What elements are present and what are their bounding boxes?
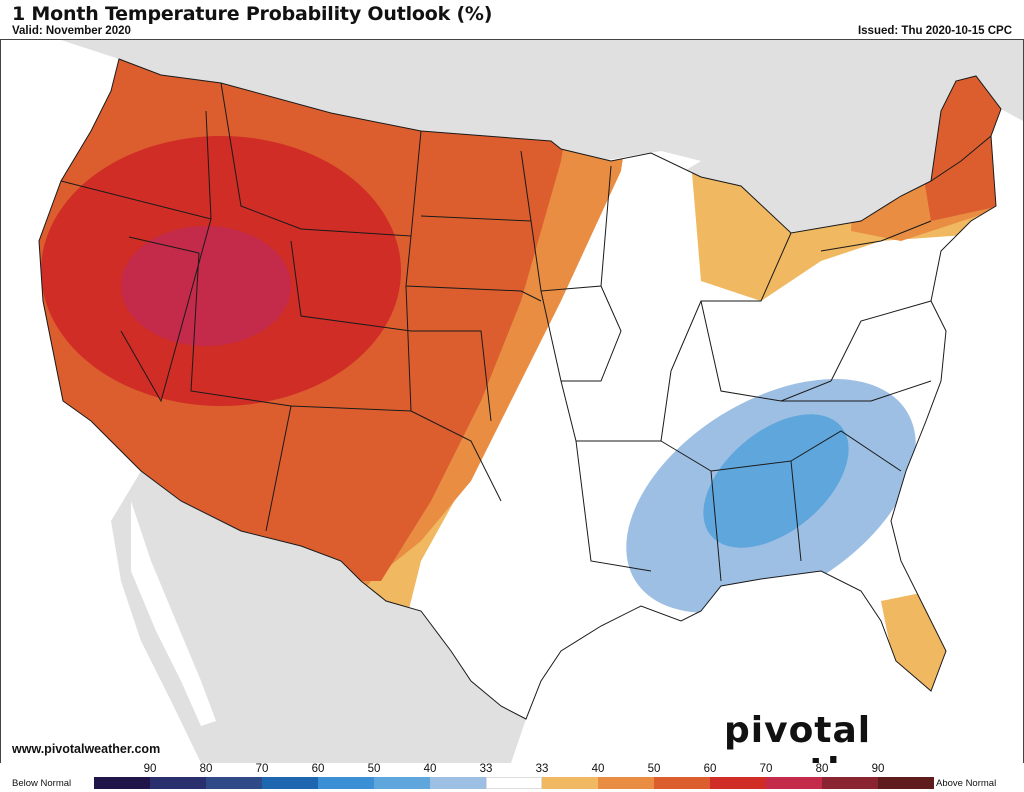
- legend-tick-label: 40: [423, 763, 437, 775]
- issued-date: Issued: Thu 2020-10-15 CPC: [857, 25, 1012, 37]
- legend-swatch: [486, 777, 542, 789]
- legend-swatch: [150, 777, 206, 789]
- legend-tick-label: 50: [647, 763, 661, 775]
- legend-colorbar: [94, 777, 934, 789]
- legend-tick-label: 90: [871, 763, 885, 775]
- outlook-map: [0, 39, 1024, 764]
- legend-swatch: [542, 777, 598, 789]
- legend-swatch: [878, 777, 934, 789]
- gulf-of-california: [131, 501, 216, 726]
- legend-tick-label: 70: [759, 763, 773, 775]
- legend-swatch: [598, 777, 654, 789]
- website-url: www.pivotalweather.com: [12, 742, 161, 756]
- mexico-land: [111, 471, 526, 763]
- legend-tick-label: 80: [199, 763, 213, 775]
- map-title: 1 Month Temperature Probability Outlook …: [12, 3, 493, 25]
- legend-tick-label: 80: [815, 763, 829, 775]
- map-svg: [1, 40, 1023, 763]
- legend: Below Normal 90 80 70 60 50 40 33 33 40 50 60 70 80 9…: [0, 763, 1024, 791]
- legend-tick-label: 60: [703, 763, 717, 775]
- legend-swatch: [822, 777, 878, 789]
- legend-swatch: [94, 777, 150, 789]
- legend-tick-label: 50: [367, 763, 381, 775]
- legend-swatch: [318, 777, 374, 789]
- legend-swatch: [206, 777, 262, 789]
- legend-swatch: [710, 777, 766, 789]
- legend-swatch: [262, 777, 318, 789]
- legend-tick-label: 90: [143, 763, 157, 775]
- legend-swatch: [766, 777, 822, 789]
- legend-tick-label: 33: [535, 763, 549, 775]
- valid-period: Valid: November 2020: [12, 25, 131, 37]
- legend-tick-label: 60: [311, 763, 325, 775]
- legend-tick-label: 33: [479, 763, 493, 775]
- canada-land: [1, 40, 1023, 233]
- legend-swatch: [374, 777, 430, 789]
- legend-swatch: [654, 777, 710, 789]
- legend-swatch: [430, 777, 486, 789]
- legend-tick-label: 70: [255, 763, 269, 775]
- state-borders: [38, 58, 1002, 720]
- legend-above-label: Above Normal: [936, 778, 997, 789]
- legend-below-label: Below Normal: [12, 778, 72, 789]
- legend-tick-label: 40: [591, 763, 605, 775]
